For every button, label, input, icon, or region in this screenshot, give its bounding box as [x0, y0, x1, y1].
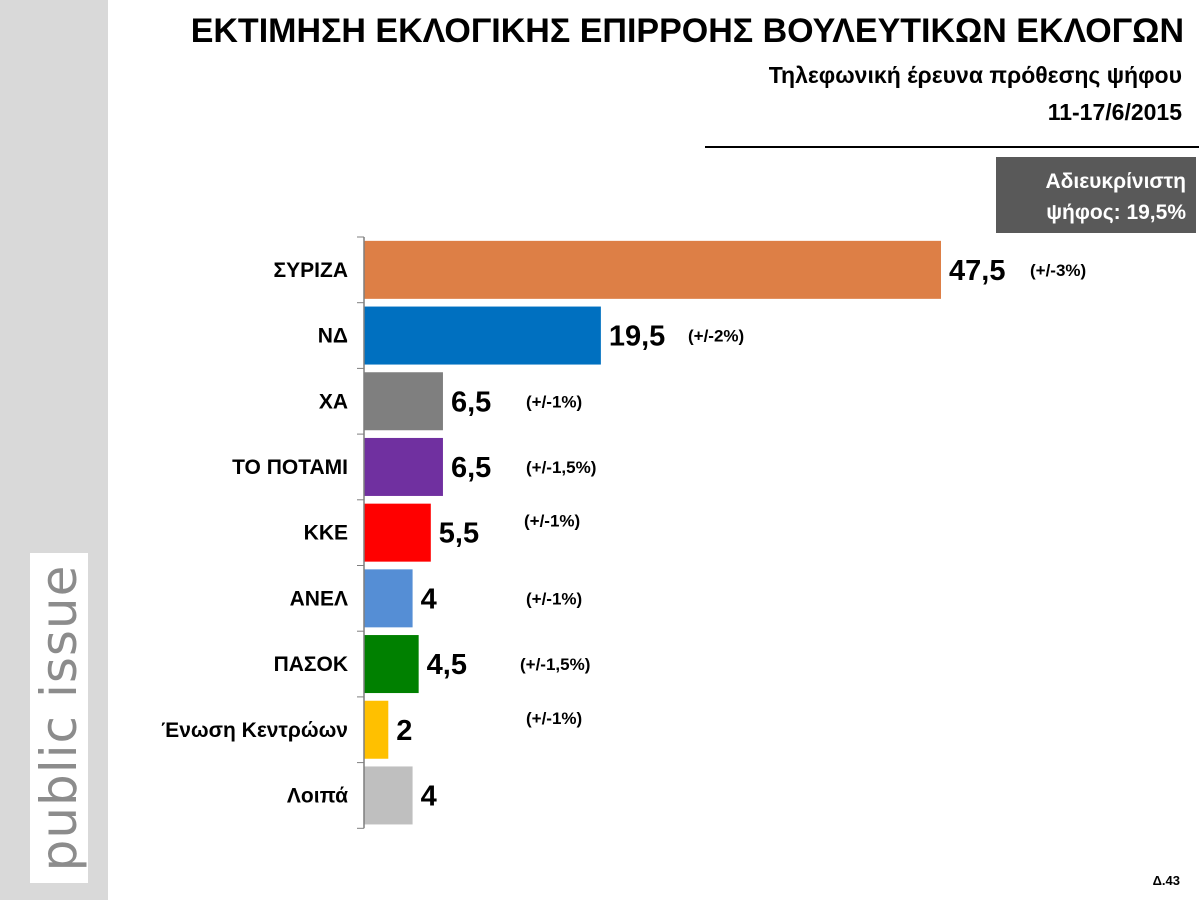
bar-2 [364, 372, 443, 431]
value-label-5: 4 [421, 583, 437, 615]
bar-0 [364, 240, 941, 299]
value-label-6: 4,5 [427, 649, 467, 681]
category-label-5: ΑΝΕΛ [290, 587, 348, 610]
margin-label-4: (+/-1%) [524, 512, 580, 531]
category-label-4: ΚΚΕ [304, 522, 348, 545]
value-label-3: 6,5 [451, 452, 491, 484]
undecided-label: Αδιευκρίνιστη [1045, 170, 1186, 193]
value-label-8: 4 [421, 780, 437, 812]
margin-label-1: (+/-2%) [688, 327, 744, 346]
undecided-value: ψήφος: 19,5% [1046, 201, 1186, 224]
margin-label-2: (+/-1%) [526, 392, 582, 411]
margin-label-0: (+/-3%) [1030, 261, 1086, 280]
bar-7 [364, 700, 389, 759]
category-label-2: ΧΑ [319, 390, 348, 413]
value-label-0: 47,5 [949, 255, 1005, 287]
value-label-4: 5,5 [439, 518, 479, 550]
category-label-8: Λοιπά [287, 784, 348, 807]
margin-label-5: (+/-1%) [526, 589, 582, 608]
category-label-7: Ένωση Κεντρώων [161, 719, 348, 742]
value-label-1: 19,5 [609, 321, 665, 353]
category-label-3: ΤΟ ΠΟΤΑΜΙ [232, 456, 348, 479]
slide-number: Δ.43 [1152, 873, 1180, 888]
bar-5 [364, 569, 413, 628]
margin-label-3: (+/-1,5%) [526, 458, 596, 477]
page-title: ΕΚΤΙΜΗΣΗ ΕΚΛΟΓΙΚΗΣ ΕΠΙΡΡΟΗΣ ΒΟΥΛΕΥΤΙΚΩΝ … [190, 12, 1184, 50]
brand-box [30, 553, 88, 883]
bar-8 [364, 766, 413, 825]
title-divider [705, 146, 1199, 148]
category-label-1: ΝΔ [318, 325, 348, 348]
value-label-2: 6,5 [451, 386, 491, 418]
category-label-0: ΣΥΡΙΖΑ [274, 259, 348, 282]
bar-3 [364, 437, 443, 496]
page-date: 11-17/6/2015 [1047, 99, 1182, 125]
bar-4 [364, 503, 431, 562]
value-label-7: 2 [396, 715, 412, 747]
margin-label-6: (+/-1,5%) [520, 655, 590, 674]
page-subtitle: Τηλεφωνική έρευνα πρόθεσης ψήφου [768, 62, 1182, 88]
category-label-6: ΠΑΣΟΚ [274, 653, 348, 676]
margin-label-7: (+/-1%) [526, 709, 582, 728]
bar-6 [364, 635, 419, 694]
bar-1 [364, 306, 601, 365]
undecided-vote-box: Αδιευκρίνιστη ψήφος: 19,5% [996, 157, 1196, 233]
